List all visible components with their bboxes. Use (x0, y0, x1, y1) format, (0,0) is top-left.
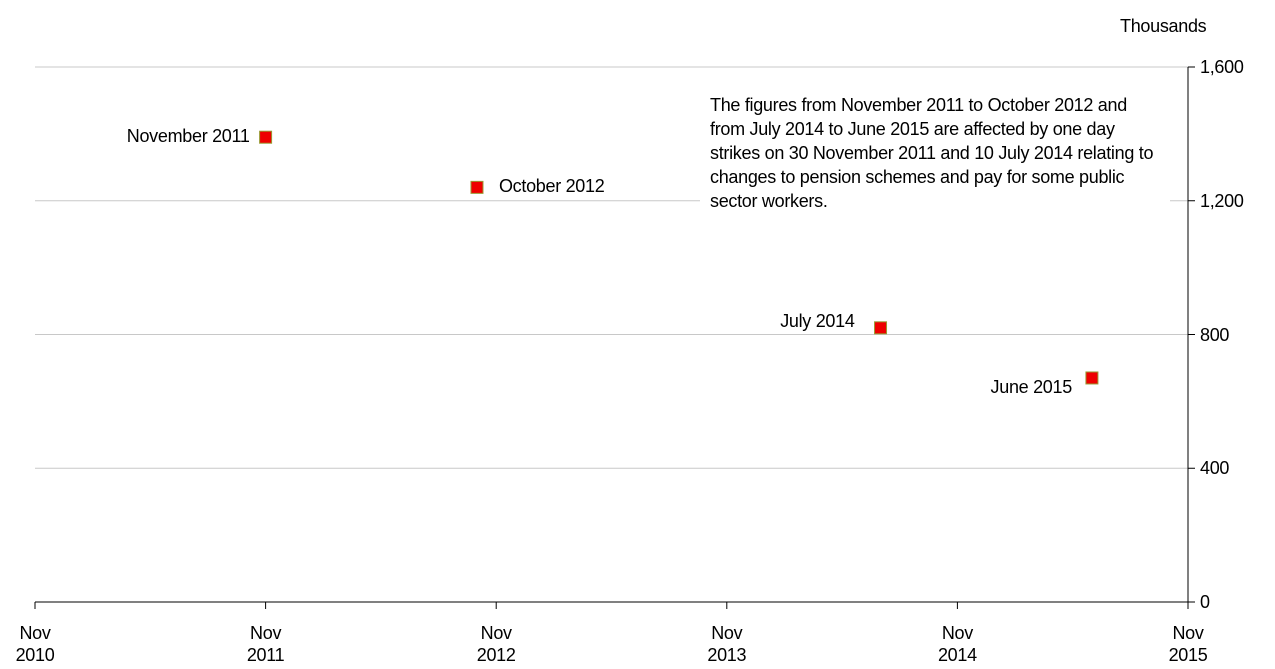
unit-label: Thousands (1120, 16, 1207, 36)
highlight-label: June 2015 (986, 375, 1076, 398)
x-tick-label: Nov 2014 (937, 623, 977, 665)
x-tick-label: Nov 2013 (707, 623, 747, 665)
x-tick-label: Nov 2010 (15, 623, 55, 665)
highlight-label: July 2014 (776, 309, 859, 332)
y-tick-label: 800 (1200, 324, 1230, 345)
highlight-label: October 2012 (494, 175, 609, 198)
y-tick-label: 1,600 (1200, 57, 1244, 77)
x-tick-label: Nov 2012 (476, 623, 516, 665)
highlight-marker (1085, 371, 1099, 385)
y-tick-label: 0 (1200, 592, 1210, 612)
highlight-label: November 2011 (122, 125, 254, 148)
highlight-marker (874, 321, 888, 335)
highlight-marker (470, 180, 484, 194)
highlight-marker (259, 130, 273, 144)
x-tick-label: Nov 2011 (246, 623, 285, 665)
note: The figures from November 2011 to Octobe… (700, 93, 1170, 213)
y-tick-label: 1,200 (1200, 190, 1244, 211)
x-tick-label: Nov 2015 (1168, 623, 1208, 665)
y-tick-label: 400 (1200, 458, 1230, 479)
